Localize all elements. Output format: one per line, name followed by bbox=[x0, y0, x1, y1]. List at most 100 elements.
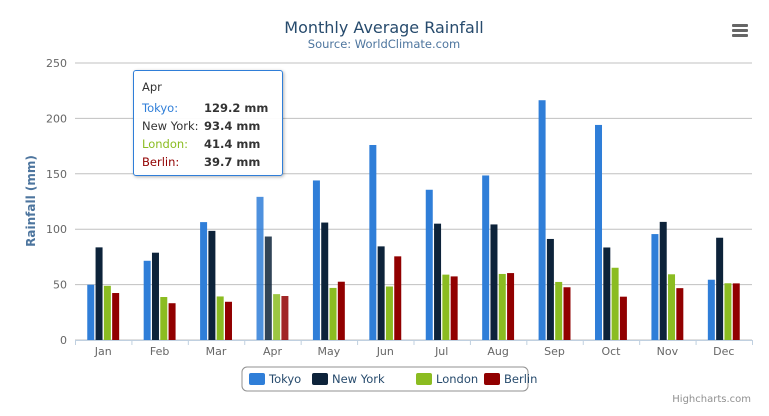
x-tick-label: Aug bbox=[487, 345, 508, 358]
bar-london[interactable] bbox=[442, 274, 450, 340]
legend-item-berlin[interactable]: Berlin bbox=[484, 372, 537, 386]
legend-item-tokyo[interactable]: Tokyo bbox=[249, 372, 301, 386]
x-tick-label: Oct bbox=[601, 345, 621, 358]
bar-new-york[interactable] bbox=[434, 223, 442, 340]
legend-label: Tokyo bbox=[268, 372, 301, 386]
x-tick-label: Nov bbox=[657, 345, 679, 358]
bar-london[interactable] bbox=[216, 296, 224, 340]
bar-berlin[interactable] bbox=[281, 296, 289, 340]
bar-london[interactable] bbox=[273, 294, 281, 340]
bar-berlin[interactable] bbox=[450, 276, 458, 340]
bar-berlin[interactable] bbox=[337, 281, 345, 340]
tooltip-value: 39.7 mm bbox=[204, 155, 261, 169]
bar-berlin[interactable] bbox=[507, 273, 515, 340]
bar-tokyo[interactable] bbox=[425, 189, 433, 340]
y-tick-label: 150 bbox=[46, 168, 67, 181]
y-tick-label: 200 bbox=[46, 112, 67, 125]
x-tick-label: Jan bbox=[94, 345, 112, 358]
bar-new-york[interactable] bbox=[659, 221, 667, 340]
bar-new-york[interactable] bbox=[603, 247, 611, 340]
legend-label: New York bbox=[332, 372, 385, 386]
bar-tokyo[interactable] bbox=[707, 279, 715, 340]
bar-new-york[interactable] bbox=[208, 230, 216, 340]
tooltip-value: 41.4 mm bbox=[204, 137, 261, 151]
x-tick-label: Apr bbox=[263, 345, 283, 358]
x-tick-label: Dec bbox=[713, 345, 734, 358]
bar-london[interactable] bbox=[160, 297, 168, 340]
bar-berlin[interactable] bbox=[563, 287, 571, 340]
chart-title: Monthly Average Rainfall bbox=[284, 18, 483, 37]
y-tick-label: 0 bbox=[60, 334, 67, 347]
bar-new-york[interactable] bbox=[264, 236, 272, 340]
legend-symbol bbox=[312, 373, 328, 385]
legend-symbol bbox=[249, 373, 265, 385]
bar-london[interactable] bbox=[498, 273, 506, 340]
credits-link[interactable]: Highcharts.com bbox=[672, 394, 751, 405]
hamburger-menu-icon[interactable] bbox=[730, 20, 752, 40]
tooltip-series-label: London: bbox=[142, 137, 189, 151]
legend-label: Berlin bbox=[504, 372, 537, 386]
tooltip-row: London: 41.4 mm bbox=[142, 135, 274, 153]
legend: Tokyo New York London Berlin bbox=[241, 366, 537, 392]
x-tick-label: Sep bbox=[544, 345, 565, 358]
legend-label: London bbox=[436, 372, 478, 386]
bar-tokyo[interactable] bbox=[538, 100, 546, 341]
x-tick-label: May bbox=[318, 345, 341, 358]
bar-tokyo[interactable] bbox=[200, 222, 208, 340]
tooltip-row: Berlin: 39.7 mm bbox=[142, 153, 274, 171]
chart-subtitle: Source: WorldClimate.com bbox=[308, 37, 460, 51]
legend-symbol bbox=[416, 373, 432, 385]
bar-new-york[interactable] bbox=[546, 238, 554, 340]
tooltip-series-label: New York: bbox=[142, 119, 199, 133]
bar-new-york[interactable] bbox=[95, 247, 103, 340]
tooltip-value: 129.2 mm bbox=[204, 101, 269, 115]
bar-tokyo[interactable] bbox=[369, 144, 377, 340]
tooltip-header: Apr bbox=[142, 80, 162, 94]
bar-new-york[interactable] bbox=[321, 222, 329, 340]
bar-tokyo[interactable] bbox=[651, 234, 659, 340]
bar-berlin[interactable] bbox=[676, 288, 684, 340]
legend-symbol bbox=[484, 373, 500, 385]
y-tick-label: 100 bbox=[46, 223, 67, 236]
tooltip-series-label: Tokyo: bbox=[142, 101, 179, 115]
bar-berlin[interactable] bbox=[168, 303, 176, 340]
tooltip-value: 93.4 mm bbox=[204, 119, 261, 133]
bar-london[interactable] bbox=[611, 267, 619, 340]
bar-tokyo[interactable] bbox=[595, 124, 603, 341]
bar-london[interactable] bbox=[555, 281, 563, 340]
bar-new-york[interactable] bbox=[716, 237, 724, 340]
y-tick-label: 50 bbox=[53, 279, 67, 292]
bar-tokyo[interactable] bbox=[482, 175, 490, 340]
tooltip: Apr Tokyo: 129.2 mm New York: 93.4 mm London… bbox=[133, 70, 283, 176]
bar-berlin[interactable] bbox=[732, 283, 740, 340]
y-axis-title: Rainfall (mm) bbox=[24, 155, 38, 247]
bar-berlin[interactable] bbox=[224, 301, 232, 340]
bar-london[interactable] bbox=[385, 286, 393, 340]
bar-tokyo[interactable] bbox=[143, 260, 151, 340]
bar-tokyo[interactable] bbox=[256, 196, 264, 340]
legend-item-london[interactable]: London bbox=[416, 372, 478, 386]
bar-london[interactable] bbox=[668, 274, 676, 340]
bar-new-york[interactable] bbox=[151, 252, 159, 340]
tooltip-series-label: Berlin: bbox=[142, 155, 180, 169]
bar-berlin[interactable] bbox=[394, 256, 402, 340]
y-tick-label: 250 bbox=[46, 57, 67, 70]
bar-berlin[interactable] bbox=[112, 293, 120, 340]
x-tick-label: Jun bbox=[376, 345, 394, 358]
legend-item-new-york[interactable]: New York bbox=[312, 372, 385, 386]
bar-berlin[interactable] bbox=[619, 296, 627, 340]
bar-london[interactable] bbox=[103, 285, 111, 340]
bar-tokyo[interactable] bbox=[312, 180, 320, 340]
bar-london[interactable] bbox=[329, 287, 337, 340]
tooltip-row: New York: 93.4 mm bbox=[142, 117, 274, 135]
bar-tokyo[interactable] bbox=[87, 284, 95, 340]
bar-london[interactable] bbox=[724, 283, 732, 340]
bar-new-york[interactable] bbox=[377, 246, 385, 340]
x-tick-label: Jul bbox=[434, 345, 448, 358]
x-tick-label: Mar bbox=[206, 345, 227, 358]
x-tick-label: Feb bbox=[150, 345, 169, 358]
tooltip-row: Tokyo: 129.2 mm bbox=[142, 99, 274, 117]
bar-new-york[interactable] bbox=[490, 224, 498, 340]
